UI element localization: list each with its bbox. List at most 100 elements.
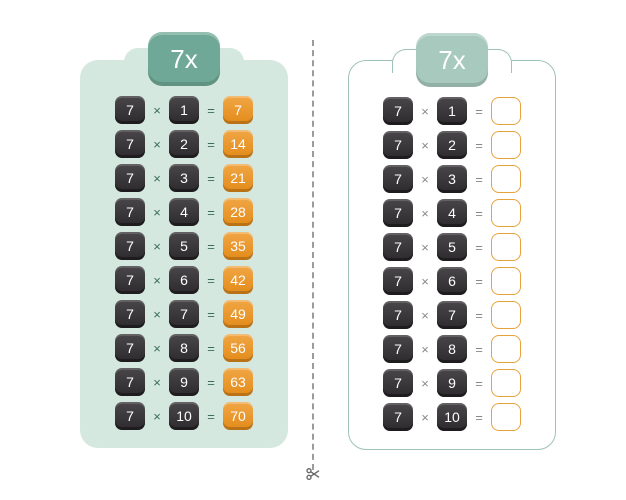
operand-b: 1: [437, 97, 467, 125]
times-icon: ×: [150, 375, 164, 390]
scissors-icon: [305, 466, 321, 482]
times-icon: ×: [418, 172, 432, 187]
operand-a: 7: [383, 369, 413, 397]
times-icon: ×: [150, 409, 164, 424]
answer-tile: 56: [223, 334, 253, 362]
equals-icon: =: [204, 103, 218, 118]
answer-blank[interactable]: [491, 97, 521, 125]
answer-blank[interactable]: [491, 165, 521, 193]
table-row: 7×8=: [367, 335, 537, 363]
operand-a: 7: [383, 233, 413, 261]
answer-tile: 42: [223, 266, 253, 294]
equals-icon: =: [204, 307, 218, 322]
answer-blank[interactable]: [491, 131, 521, 159]
answer-blank[interactable]: [491, 267, 521, 295]
equals-icon: =: [204, 205, 218, 220]
equals-icon: =: [472, 172, 486, 187]
header-label: 7x: [170, 44, 197, 75]
table-row: 7×7=: [367, 301, 537, 329]
answer-blank[interactable]: [491, 335, 521, 363]
cut-line: [312, 40, 314, 470]
operand-a: 7: [383, 403, 413, 431]
rows-right: 7×1=7×2=7×3=7×4=7×5=7×6=7×7=7×8=7×9=7×10…: [367, 97, 537, 431]
equals-icon: =: [472, 104, 486, 119]
equals-icon: =: [472, 274, 486, 289]
operand-a: 7: [115, 164, 145, 192]
answer-tile: 35: [223, 232, 253, 260]
table-row: 7×8=56: [98, 334, 270, 362]
operand-a: 7: [383, 199, 413, 227]
table-row: 7×9=: [367, 369, 537, 397]
header-badge-left: 7x: [148, 32, 220, 86]
table-row: 7×10=70: [98, 402, 270, 430]
equals-icon: =: [204, 341, 218, 356]
times-icon: ×: [418, 104, 432, 119]
answer-tile: 49: [223, 300, 253, 328]
times-icon: ×: [418, 376, 432, 391]
operand-a: 7: [115, 198, 145, 226]
answer-blank[interactable]: [491, 199, 521, 227]
operand-a: 7: [115, 130, 145, 158]
equals-icon: =: [204, 137, 218, 152]
times-icon: ×: [418, 342, 432, 357]
times-icon: ×: [150, 137, 164, 152]
operand-a: 7: [383, 335, 413, 363]
times-icon: ×: [150, 239, 164, 254]
answer-blank[interactable]: [491, 233, 521, 261]
operand-a: 7: [383, 131, 413, 159]
operand-b: 10: [169, 402, 199, 430]
table-row: 7 × 3 =: [367, 165, 537, 193]
answer-tile: 14: [223, 130, 253, 158]
equals-icon: =: [472, 308, 486, 323]
table-row: 7×10=: [367, 403, 537, 431]
answer-blank[interactable]: [491, 403, 521, 431]
operand-a: 7: [115, 232, 145, 260]
operand-a: 7: [115, 300, 145, 328]
operand-b: 6: [169, 266, 199, 294]
operand-b: 4: [169, 198, 199, 226]
times-icon: ×: [418, 206, 432, 221]
operand-a: 7: [383, 267, 413, 295]
operand-b: 3: [169, 164, 199, 192]
table-row: 7×9=63: [98, 368, 270, 396]
times-icon: ×: [150, 341, 164, 356]
operand-a: 7: [115, 96, 145, 124]
times-icon: ×: [150, 103, 164, 118]
operand-a: 7: [115, 368, 145, 396]
times-icon: ×: [150, 307, 164, 322]
equals-icon: =: [472, 206, 486, 221]
table-row: 7 × 7 = 49: [98, 300, 270, 328]
rows-left: 7×1=77×2=147×3=217×4=287×5=357×6=427×7=4…: [98, 96, 270, 430]
table-row: 7×1=7: [98, 96, 270, 124]
table-row: 7×3=21: [98, 164, 270, 192]
equals-icon: =: [472, 376, 486, 391]
table-row: 7×4=: [367, 199, 537, 227]
equals-icon: =: [204, 273, 218, 288]
operand-a: 7: [115, 334, 145, 362]
equals-icon: =: [204, 239, 218, 254]
operand-b: 7: [169, 300, 199, 328]
table-row: 7×2=: [367, 131, 537, 159]
table-row: 7 × 2 = 14: [98, 130, 270, 158]
operand-b: 10: [437, 403, 467, 431]
operand-b: 3: [437, 165, 467, 193]
card-blank: 7x 7×1=7×2=7×3=7×4=7×5=7×6=7×7=7×8=7×9=7…: [348, 60, 556, 450]
operand-a: 7: [383, 165, 413, 193]
answer-blank[interactable]: [491, 369, 521, 397]
operand-b: 2: [169, 130, 199, 158]
equals-icon: =: [472, 342, 486, 357]
card-filled: 7x 7×1=77×2=147×3=217×4=287×5=357×6=427×…: [80, 60, 288, 448]
equals-icon: =: [472, 138, 486, 153]
times-icon: ×: [150, 205, 164, 220]
operand-a: 7: [115, 402, 145, 430]
table-row: 7×6=42: [98, 266, 270, 294]
times-icon: ×: [150, 171, 164, 186]
equals-icon: =: [472, 410, 486, 425]
answer-tile: 63: [223, 368, 253, 396]
operand-b: 5: [437, 233, 467, 261]
operand-b: 6: [437, 267, 467, 295]
answer-tile: 7: [223, 96, 253, 124]
answer-blank[interactable]: [491, 301, 521, 329]
times-icon: ×: [418, 308, 432, 323]
times-icon: ×: [150, 273, 164, 288]
